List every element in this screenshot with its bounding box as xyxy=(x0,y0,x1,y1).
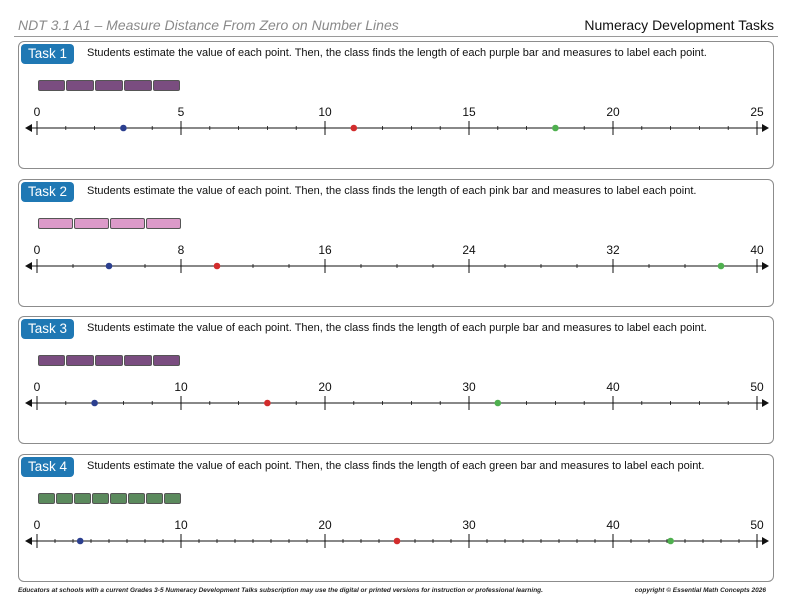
bar-segment xyxy=(73,218,109,229)
tick-label: 10 xyxy=(318,105,332,119)
bar-segment xyxy=(95,80,123,91)
arrow-right-icon xyxy=(762,262,769,270)
tick-label: 20 xyxy=(318,518,332,532)
footer-license: Educators at schools with a current Grad… xyxy=(18,587,543,594)
arrow-left-icon xyxy=(25,399,32,407)
bar-segment xyxy=(73,493,91,504)
task-card-1: Task 1 Students estimate the value of ea… xyxy=(18,41,774,169)
footer-copyright: copyright © Essential Math Concepts 2026 xyxy=(634,587,766,594)
task-badge: Task 2 xyxy=(21,182,74,202)
arrow-left-icon xyxy=(25,262,32,270)
task-card-2: Task 2 Students estimate the value of ea… xyxy=(18,179,774,307)
bar-segment xyxy=(145,493,163,504)
tick-label: 40 xyxy=(750,243,764,257)
tick-label: 24 xyxy=(462,243,476,257)
tick-label: 30 xyxy=(462,380,476,394)
tick-label: 20 xyxy=(606,105,620,119)
number-line-point xyxy=(552,124,559,132)
number-line-point xyxy=(350,124,358,132)
number-line-point xyxy=(717,262,725,270)
task-badge: Task 1 xyxy=(21,44,74,64)
bar-segment xyxy=(152,80,181,91)
tick-label: 50 xyxy=(750,518,764,532)
tick-label: 15 xyxy=(462,105,476,119)
bar-segment xyxy=(66,80,95,91)
number-line-point xyxy=(105,262,113,270)
tick-label: 8 xyxy=(178,243,185,257)
bar-segment xyxy=(163,493,181,504)
number-line-point xyxy=(76,537,84,545)
page-title: NDT 3.1 A1 – Measure Distance From Zero … xyxy=(18,17,399,33)
number-line-point xyxy=(393,537,401,545)
bar-segment xyxy=(109,493,127,504)
number-line: 0 5 10 15 20 25 xyxy=(25,105,769,135)
number-line: 0 10 20 30 40 50 xyxy=(25,380,769,410)
arrow-right-icon xyxy=(762,124,769,132)
task-card-3: Task 3 Students estimate the value of ea… xyxy=(18,316,774,444)
bar-segment xyxy=(91,493,109,504)
number-line: 0 8 16 24 32 40 xyxy=(25,243,769,273)
tick-label: 40 xyxy=(606,518,620,532)
number-line-point xyxy=(120,124,127,132)
task-instruction: Students estimate the value of each poin… xyxy=(87,460,705,472)
tick-label: 32 xyxy=(606,243,620,257)
bar-segment xyxy=(145,218,181,229)
task-instruction: Students estimate the value of each poin… xyxy=(87,322,707,334)
bar-segment xyxy=(37,80,66,91)
header-divider xyxy=(14,36,778,37)
bar-segment xyxy=(66,355,95,366)
tick-label: 0 xyxy=(34,105,41,119)
number-line-point xyxy=(264,399,271,407)
bar-segment xyxy=(37,493,55,504)
task-instruction: Students estimate the value of each poin… xyxy=(87,47,707,59)
bar-segment xyxy=(37,218,73,229)
task-badge: Task 3 xyxy=(21,319,74,339)
arrow-left-icon xyxy=(25,537,32,545)
task-instruction: Students estimate the value of each poin… xyxy=(87,185,697,197)
tick-label: 50 xyxy=(750,380,764,394)
tick-label: 16 xyxy=(318,243,332,257)
number-line-point xyxy=(667,537,674,545)
number-line: 0 10 20 30 40 50 xyxy=(25,518,769,548)
tick-label: 40 xyxy=(606,380,620,394)
tick-label: 30 xyxy=(462,518,476,532)
bar-segment xyxy=(109,218,145,229)
bar-segment xyxy=(95,355,123,366)
arrow-right-icon xyxy=(762,399,769,407)
bar-segment xyxy=(152,355,181,366)
bar-segment xyxy=(123,80,152,91)
arrow-right-icon xyxy=(762,537,769,545)
bar-segment xyxy=(127,493,145,504)
task-badge: Task 4 xyxy=(21,457,74,477)
number-line-point xyxy=(494,399,502,407)
tick-label: 10 xyxy=(174,518,188,532)
tick-label: 0 xyxy=(34,518,41,532)
tick-label: 0 xyxy=(34,243,41,257)
tick-label: 20 xyxy=(318,380,332,394)
number-line-point xyxy=(213,262,221,270)
number-line-point xyxy=(91,399,98,407)
tick-label: 10 xyxy=(174,380,188,394)
bar-segment xyxy=(55,493,73,504)
bar-segment xyxy=(37,355,66,366)
tick-label: 5 xyxy=(178,105,185,119)
arrow-left-icon xyxy=(25,124,32,132)
series-title: Numeracy Development Tasks xyxy=(584,17,774,33)
tick-label: 0 xyxy=(34,380,41,394)
bar-segment xyxy=(123,355,152,366)
tick-label: 25 xyxy=(750,105,764,119)
task-card-4: Task 4 Students estimate the value of ea… xyxy=(18,454,774,582)
